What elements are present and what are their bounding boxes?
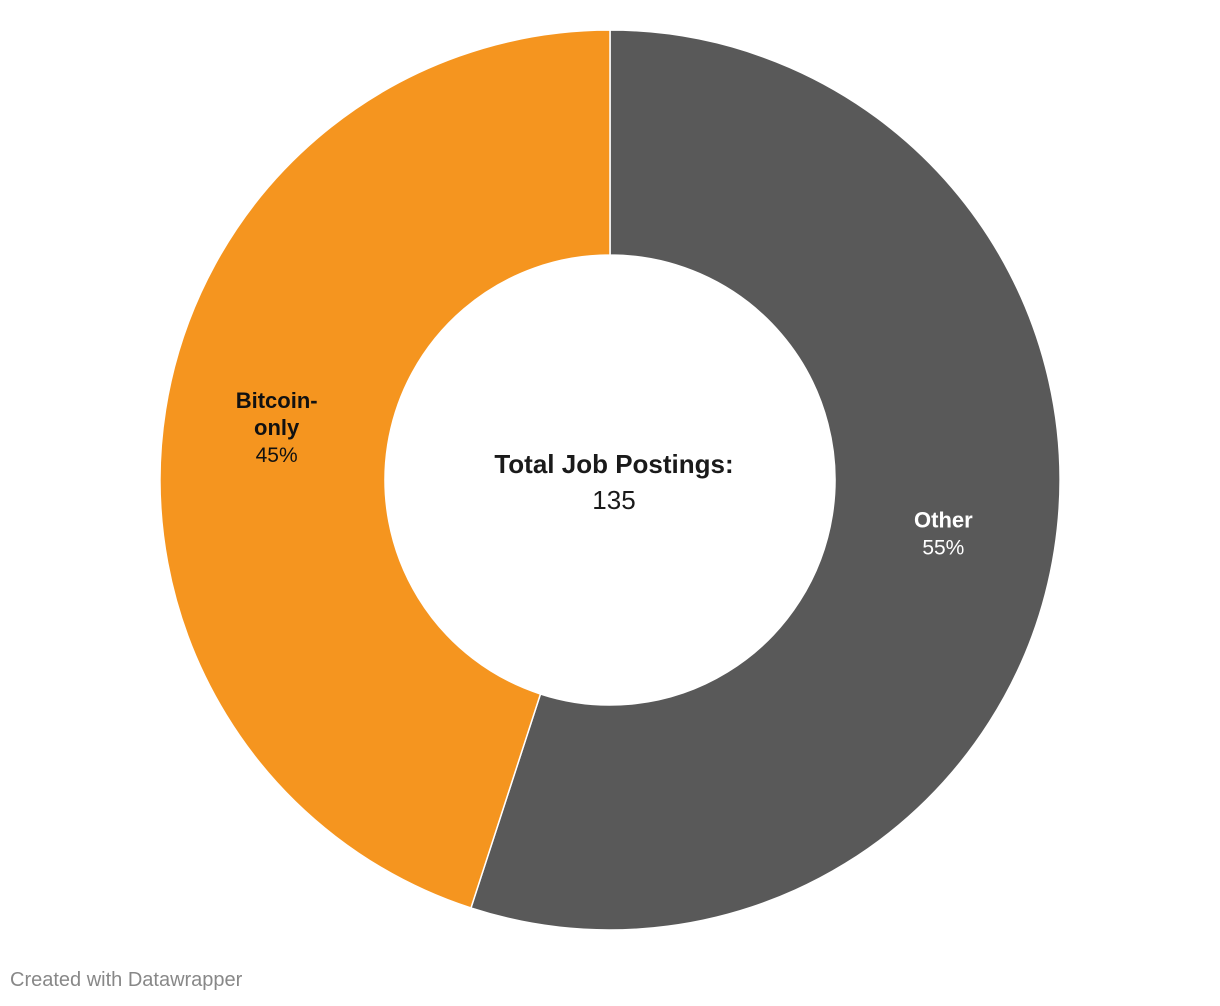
slice-label-name: Other [914, 507, 973, 532]
slice-label-value: 55% [922, 536, 964, 559]
center-title: Total Job Postings: [494, 449, 733, 479]
slice-other [469, 29, 1061, 931]
donut-slices [159, 29, 1061, 931]
slice-label-name: only [254, 415, 300, 440]
slice-bitcoin-only [159, 29, 611, 909]
datawrapper-credit: Created with Datawrapper [10, 969, 243, 991]
center-value: 135 [592, 485, 635, 515]
slice-label-value: 45% [256, 444, 298, 467]
slice-labels: Other 55% Bitcoin-only 45% [236, 388, 973, 559]
slice-label-name: Bitcoin- [236, 388, 318, 413]
